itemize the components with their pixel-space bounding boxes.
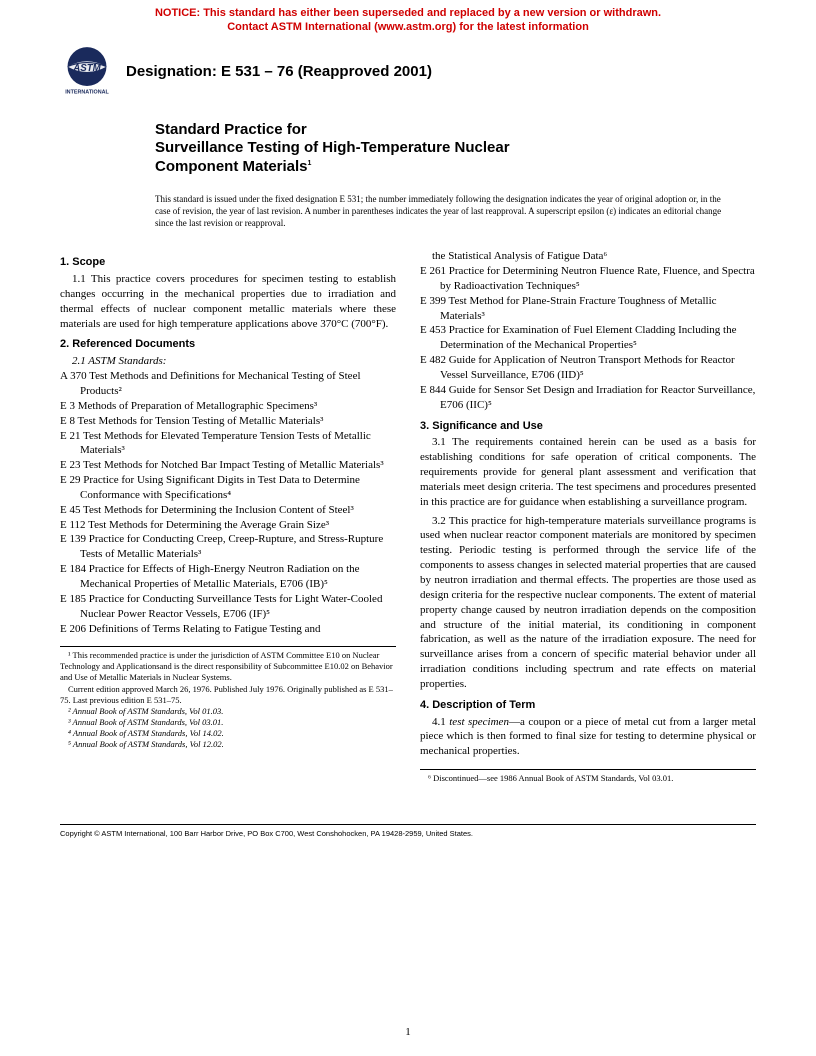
svg-text:INTERNATIONAL: INTERNATIONAL bbox=[65, 89, 109, 95]
footnotes-right: ⁶ Discontinued—see 1986 Annual Book of A… bbox=[420, 769, 756, 784]
footnote: ⁶ Discontinued—see 1986 Annual Book of A… bbox=[420, 773, 756, 784]
ref-item: E 23 Test Methods for Notched Bar Impact… bbox=[60, 458, 396, 473]
ref-item: E 844 Guide for Sensor Set Design and Ir… bbox=[420, 383, 756, 413]
notice-line2: Contact ASTM International (www.astm.org… bbox=[227, 21, 589, 33]
footnote: Current edition approved March 26, 1976.… bbox=[60, 684, 396, 706]
title-line1: Standard Practice for bbox=[155, 121, 756, 140]
ref-item: E 139 Practice for Conducting Creep, Cre… bbox=[60, 532, 396, 562]
title-line2: Surveillance Testing of High-Temperature… bbox=[155, 139, 756, 158]
ref-item: E 261 Practice for Determining Neutron F… bbox=[420, 264, 756, 294]
scope-para: 1.1 This practice covers procedures for … bbox=[60, 272, 396, 331]
ref-item: A 370 Test Methods and Definitions for M… bbox=[60, 369, 396, 399]
desc-para: 4.1 test specimen—a coupon or a piece of… bbox=[420, 715, 756, 760]
issuance-note: This standard is issued under the fixed … bbox=[0, 183, 816, 237]
page-number: 1 bbox=[0, 1026, 816, 1038]
left-column: 1. Scope 1.1 This practice covers proced… bbox=[60, 249, 396, 784]
copyright: Copyright © ASTM International, 100 Barr… bbox=[0, 825, 816, 838]
sig-para2: 3.2 This practice for high-temperature m… bbox=[420, 514, 756, 692]
ref-item: E 206 Definitions of Terms Relating to F… bbox=[60, 622, 396, 637]
ref-item: E 3 Methods of Preparation of Metallogra… bbox=[60, 399, 396, 414]
refdocs-heading: 2. Referenced Documents bbox=[60, 337, 396, 352]
ref-item: E 29 Practice for Using Significant Digi… bbox=[60, 473, 396, 503]
footnote: ¹ This recommended practice is under the… bbox=[60, 650, 396, 683]
ref-item: E 453 Practice for Examination of Fuel E… bbox=[420, 323, 756, 353]
designation: Designation: E 531 – 76 (Reapproved 2001… bbox=[126, 63, 432, 80]
ref-item: E 482 Guide for Application of Neutron T… bbox=[420, 353, 756, 383]
astm-logo: ASTM INTERNATIONAL bbox=[60, 45, 114, 99]
header: ASTM INTERNATIONAL Designation: E 531 – … bbox=[0, 37, 816, 103]
ref-item: E 184 Practice for Effects of High-Energ… bbox=[60, 562, 396, 592]
notice-banner: NOTICE: This standard has either been su… bbox=[0, 0, 816, 37]
refdocs-subhead: 2.1 ASTM Standards: bbox=[60, 354, 396, 369]
content-columns: 1. Scope 1.1 This practice covers proced… bbox=[0, 237, 816, 784]
ref-item: the Statistical Analysis of Fatigue Data… bbox=[420, 249, 756, 264]
significance-heading: 3. Significance and Use bbox=[420, 419, 756, 434]
footnotes-left: ¹ This recommended practice is under the… bbox=[60, 646, 396, 749]
right-column: the Statistical Analysis of Fatigue Data… bbox=[420, 249, 756, 784]
ref-item: E 399 Test Method for Plane-Strain Fract… bbox=[420, 294, 756, 324]
desc-heading: 4. Description of Term bbox=[420, 698, 756, 713]
scope-heading: 1. Scope bbox=[60, 255, 396, 270]
ref-item: E 21 Test Methods for Elevated Temperatu… bbox=[60, 429, 396, 459]
footnote: ² Annual Book of ASTM Standards, Vol 01.… bbox=[60, 706, 396, 717]
title-block: Standard Practice for Surveillance Testi… bbox=[0, 103, 816, 183]
ref-item: E 45 Test Methods for Determining the In… bbox=[60, 503, 396, 518]
footnote: ⁵ Annual Book of ASTM Standards, Vol 12.… bbox=[60, 739, 396, 750]
ref-item: E 185 Practice for Conducting Surveillan… bbox=[60, 592, 396, 622]
notice-line1: NOTICE: This standard has either been su… bbox=[155, 7, 661, 19]
ref-item: E 112 Test Methods for Determining the A… bbox=[60, 518, 396, 533]
title-line3: Component Materials1 bbox=[155, 158, 756, 177]
footnote: ⁴ Annual Book of ASTM Standards, Vol 14.… bbox=[60, 728, 396, 739]
ref-item: E 8 Test Methods for Tension Testing of … bbox=[60, 414, 396, 429]
footnote: ³ Annual Book of ASTM Standards, Vol 03.… bbox=[60, 717, 396, 728]
svg-text:ASTM: ASTM bbox=[72, 63, 101, 74]
sig-para1: 3.1 The requirements contained herein ca… bbox=[420, 435, 756, 509]
